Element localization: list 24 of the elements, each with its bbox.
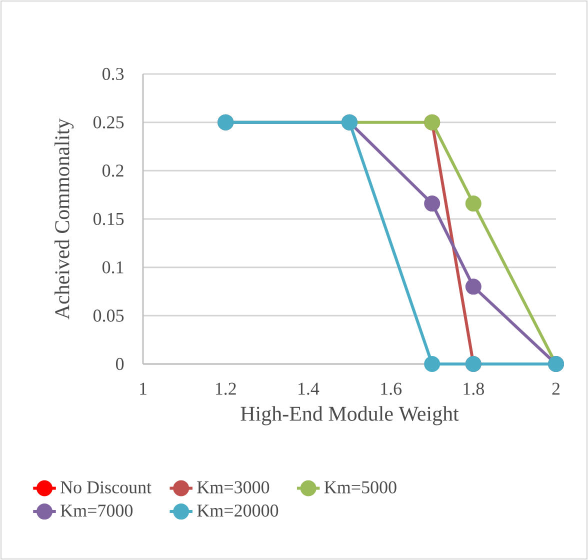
point xyxy=(424,356,440,372)
y-tick-label: 0.15 xyxy=(93,212,124,226)
x-tick-label: 1.4 xyxy=(298,382,320,395)
y-axis-title: Acheived Commonality xyxy=(54,118,74,320)
y-tick-label: 0.05 xyxy=(93,310,124,322)
y-tick-label: 0 xyxy=(116,358,124,370)
point xyxy=(424,196,440,212)
legend-label: Km=3000 xyxy=(197,481,270,494)
y-tick-label: 0.2 xyxy=(102,164,124,177)
legend-label: No Discount xyxy=(60,481,152,494)
y-tick-label: 0.1 xyxy=(102,261,124,274)
point xyxy=(465,196,482,212)
x-tick-label: 1.2 xyxy=(216,382,236,395)
legend-label: Km=20000 xyxy=(197,504,278,517)
x-tick-label: 1.6 xyxy=(381,382,402,395)
x-tick-label: 1 xyxy=(140,382,146,395)
y-tick-label: 0.25 xyxy=(93,116,124,128)
x-tick-label: 1.8 xyxy=(464,382,484,395)
x-tick-label: 2 xyxy=(552,382,560,395)
y-tick-label: 0.3 xyxy=(102,68,124,80)
legend-label: Km=5000 xyxy=(324,481,396,494)
legend-label: Km=7000 xyxy=(60,504,133,517)
x-axis-title: High-End Module Weight xyxy=(240,406,459,426)
point xyxy=(465,278,482,295)
